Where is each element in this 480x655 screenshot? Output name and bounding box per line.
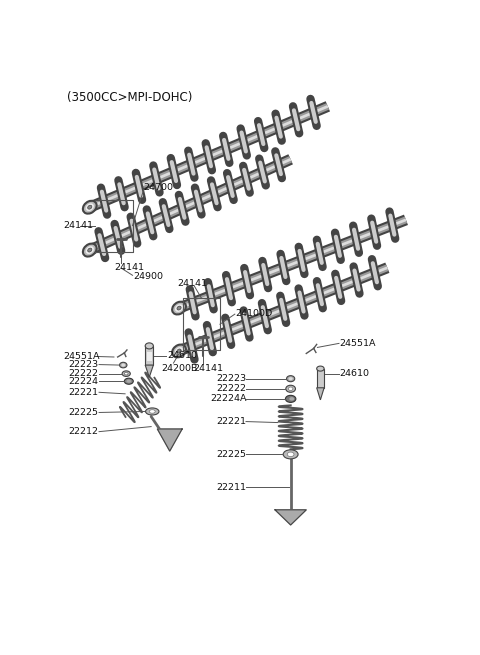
Ellipse shape: [172, 345, 186, 358]
Text: 24141: 24141: [64, 221, 94, 230]
Text: 22224: 22224: [68, 377, 98, 386]
Text: 22225: 22225: [216, 450, 246, 459]
Text: 24141: 24141: [193, 364, 223, 373]
Bar: [147, 352, 152, 361]
Text: 24551A: 24551A: [64, 352, 100, 361]
Text: 22223: 22223: [216, 374, 246, 383]
Polygon shape: [275, 510, 306, 525]
Ellipse shape: [127, 380, 131, 383]
Ellipse shape: [124, 373, 128, 375]
Text: 22225: 22225: [68, 408, 98, 417]
Text: 22222: 22222: [68, 369, 98, 378]
Text: 22223: 22223: [68, 360, 98, 369]
Ellipse shape: [149, 410, 155, 413]
Text: 22211: 22211: [216, 483, 246, 492]
Polygon shape: [145, 365, 154, 377]
Polygon shape: [317, 388, 324, 400]
Ellipse shape: [288, 377, 293, 380]
Ellipse shape: [283, 450, 298, 459]
Text: 22221: 22221: [216, 417, 246, 426]
Ellipse shape: [88, 205, 92, 209]
Text: 22224A: 22224A: [211, 394, 247, 403]
Text: 24141: 24141: [114, 263, 144, 272]
Ellipse shape: [317, 366, 324, 371]
Text: 22221: 22221: [68, 388, 98, 397]
Text: 22212: 22212: [68, 427, 98, 436]
Text: 24141: 24141: [177, 280, 207, 288]
Ellipse shape: [85, 246, 94, 254]
Text: 24900: 24900: [133, 272, 163, 281]
Ellipse shape: [177, 349, 181, 353]
Text: 24700: 24700: [144, 183, 174, 191]
Text: 22222: 22222: [216, 384, 246, 393]
Ellipse shape: [120, 362, 127, 368]
Ellipse shape: [172, 302, 186, 314]
Ellipse shape: [145, 408, 159, 415]
Text: 24610: 24610: [340, 369, 370, 378]
Polygon shape: [157, 429, 182, 451]
Ellipse shape: [85, 203, 94, 211]
Ellipse shape: [286, 385, 296, 392]
Ellipse shape: [288, 452, 294, 457]
Text: 24610: 24610: [167, 352, 197, 360]
Ellipse shape: [88, 248, 92, 252]
Text: 24551A: 24551A: [340, 339, 376, 348]
Ellipse shape: [122, 371, 130, 377]
Ellipse shape: [83, 244, 96, 257]
Ellipse shape: [289, 397, 294, 401]
Ellipse shape: [121, 364, 125, 367]
Text: 24200B: 24200B: [161, 364, 198, 373]
Ellipse shape: [145, 343, 154, 349]
Ellipse shape: [175, 347, 183, 355]
Ellipse shape: [83, 201, 96, 214]
Ellipse shape: [177, 306, 181, 310]
Bar: [317, 369, 324, 388]
Ellipse shape: [287, 376, 295, 382]
Text: 24100D: 24100D: [236, 309, 273, 318]
Ellipse shape: [286, 396, 296, 402]
Ellipse shape: [175, 304, 183, 312]
Ellipse shape: [124, 378, 133, 384]
Text: (3500CC>MPI-DOHC): (3500CC>MPI-DOHC): [67, 91, 193, 104]
Ellipse shape: [288, 387, 293, 390]
Bar: [145, 346, 154, 365]
